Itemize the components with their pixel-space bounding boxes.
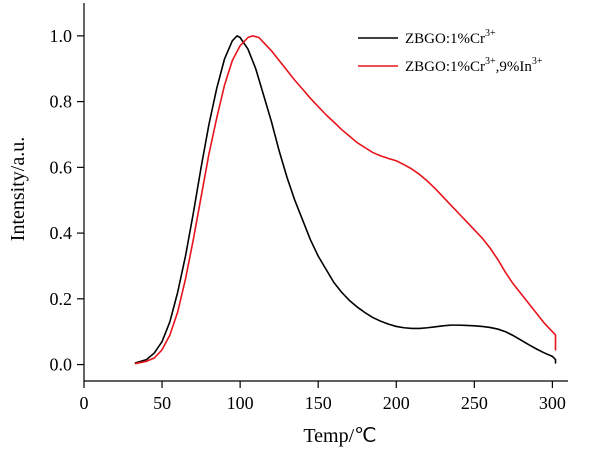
series-group	[134, 35, 557, 365]
x-tick-label: 100	[227, 393, 254, 413]
plot-area	[83, 3, 568, 382]
legend-label-series-2-mid: ,9%In	[496, 59, 533, 75]
legend-label-series-1-base: ZBGO:1%Cr	[405, 31, 485, 47]
series-line-2	[134, 35, 557, 365]
x-tick-label: 300	[539, 393, 566, 413]
x-tick-label: 150	[305, 393, 332, 413]
x-tick-label: 0	[80, 393, 89, 413]
legend-label-series-2-sup: 3+	[485, 56, 496, 67]
y-tick-label: 0.6	[50, 157, 73, 177]
legend-label-series-2: ZBGO:1%Cr3+,9%In3+	[405, 56, 543, 75]
x-tick-label: 50	[153, 393, 171, 413]
x-axis-ticks: 0 50 100 150 200 250 300	[80, 381, 566, 413]
y-axis-ticks: 0.0 0.2 0.4 0.6 0.8 1.0	[50, 26, 84, 375]
legend-label-series-2-base: ZBGO:1%Cr	[405, 59, 485, 75]
x-tick-label: 200	[383, 393, 410, 413]
y-tick-label: 0.4	[50, 223, 73, 243]
y-axis-title: Intensity/a.u.	[7, 137, 29, 241]
legend-label-series-1: ZBGO:1%Cr3+	[405, 28, 496, 47]
x-axis-title: Temp/℃	[303, 425, 376, 447]
legend-label-series-1-sup: 3+	[485, 28, 496, 39]
series-line-1	[134, 35, 557, 364]
x-tick-label: 250	[461, 393, 488, 413]
y-tick-label: 1.0	[50, 26, 73, 46]
y-tick-label: 0.0	[50, 355, 73, 375]
legend-label-series-2-sup2: 3+	[532, 56, 543, 67]
y-tick-label: 0.8	[50, 92, 73, 112]
y-tick-label: 0.2	[50, 289, 73, 309]
legend: ZBGO:1%Cr3+ ZBGO:1%Cr3+,9%In3+	[358, 28, 543, 75]
